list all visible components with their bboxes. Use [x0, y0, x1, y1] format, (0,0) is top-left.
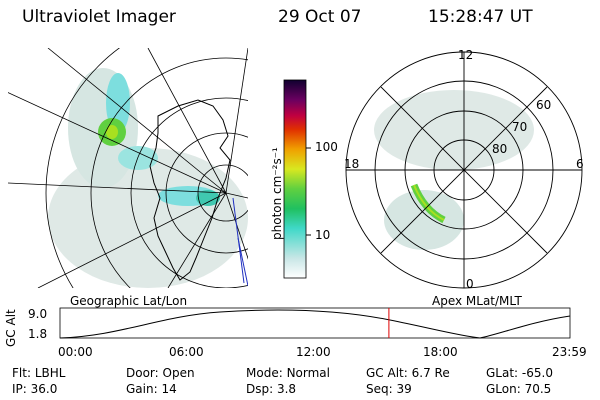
colorbar	[283, 79, 311, 279]
info-ip: IP: 36.0	[12, 382, 58, 396]
info-gc-alt: GC Alt: 6.7 Re	[366, 366, 450, 380]
mlt-label-18: 18	[344, 157, 360, 171]
mlt-label-6: 6	[576, 157, 584, 171]
colorbar-tick-10: 10	[315, 228, 331, 242]
info-dsp: Dsp: 3.8	[246, 382, 297, 396]
altitude-xtick-1200: 12:00	[296, 345, 331, 359]
info-door: Door: Open	[126, 366, 195, 380]
app-title: Ultraviolet Imager	[22, 7, 176, 27]
altitude-xtick-0600: 06:00	[169, 345, 204, 359]
info-flt: Flt: LBHL	[12, 366, 66, 380]
antarctica-outline	[149, 99, 231, 281]
info-gain: Gain: 14	[126, 382, 177, 396]
mlat-label-80: 80	[492, 142, 508, 156]
info-glat: GLat: -65.0	[486, 366, 553, 380]
info-mode: Mode: Normal	[246, 366, 330, 380]
altitude-curve	[59, 309, 571, 339]
colorbar-unit-label: photon cm⁻²s⁻¹	[270, 147, 284, 240]
mlat-label-60: 60	[536, 98, 552, 112]
polar-panel-label: Apex MLat/MLT	[432, 294, 522, 308]
altitude-xtick-1800: 18:00	[423, 345, 458, 359]
geographic-map	[8, 48, 248, 288]
mlt-label-12: 12	[458, 48, 474, 62]
colorbar-tick-100: 100	[315, 140, 338, 154]
altitude-xtick-2359: 23:59	[552, 345, 587, 359]
date-label: 29 Oct 07	[278, 7, 362, 27]
geo-panel-label: Geographic Lat/Lon	[70, 294, 188, 308]
info-seq: Seq: 39	[366, 382, 412, 396]
polar-mlat-mlt-plot	[345, 51, 583, 289]
mlt-label-0: 0	[466, 277, 474, 291]
altitude-ytick-high: 9.0	[28, 307, 48, 321]
altitude-xtick-0000: 00:00	[58, 345, 93, 359]
altitude-ytick-low: 1.8	[28, 327, 48, 341]
altitude-plot	[59, 307, 571, 339]
time-label: 15:28:47 UT	[428, 7, 533, 27]
mlat-label-70: 70	[512, 120, 528, 134]
altitude-ylabel: GC Alt	[4, 309, 18, 347]
info-glon: GLon: 70.5	[486, 382, 552, 396]
